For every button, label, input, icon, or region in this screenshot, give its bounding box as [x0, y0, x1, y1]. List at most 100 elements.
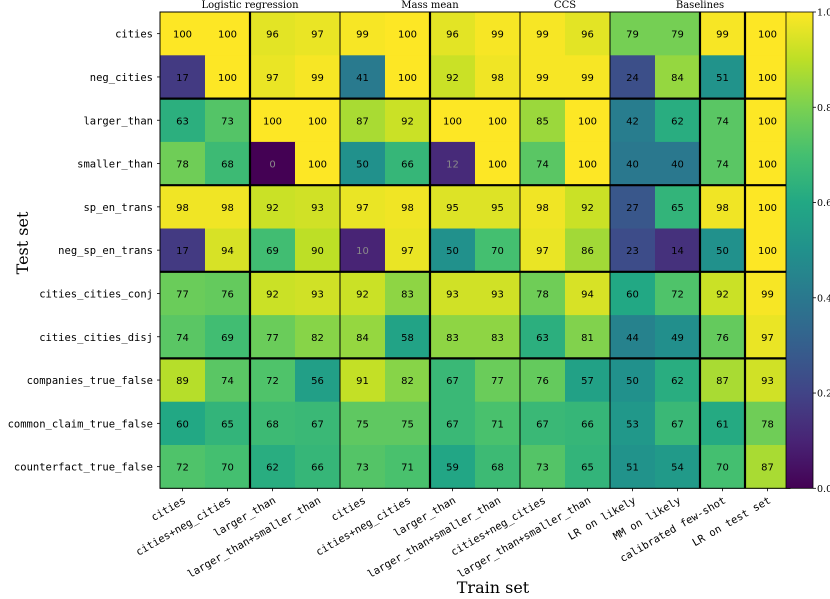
cell-value-label: 65: [671, 203, 684, 214]
x-tick-label: LR on test set: [690, 495, 773, 550]
heatmap-cell: [385, 315, 431, 359]
cell-value-label: 12: [446, 160, 459, 171]
cell-value-label: 100: [488, 116, 507, 127]
heatmap-cell: [160, 315, 206, 359]
cell-value-label: 98: [401, 203, 414, 214]
cell-value-label: 67: [671, 419, 684, 430]
heatmap-cell: [205, 185, 251, 229]
cell-value-label: 100: [308, 116, 327, 127]
heatmap-cell: [565, 445, 611, 489]
cell-value-label: 87: [716, 376, 729, 387]
heatmap-cell: [745, 141, 791, 186]
cell-value-label: 100: [758, 203, 777, 214]
heatmap-cell: [655, 55, 701, 100]
cell-value-label: 100: [758, 30, 777, 41]
heatmap-cell: [430, 12, 476, 56]
heatmap-cell: [250, 55, 296, 100]
cell-value-label: 59: [446, 463, 459, 474]
heatmap-cell: [700, 401, 746, 446]
cell-value-label: 56: [311, 376, 324, 387]
cell-value-label: 100: [758, 116, 777, 127]
panel-mass-mean: 99 100 96 99 41 100 92 98 87 92 100 100 50 66 12 100 97 9…: [339, 0, 521, 489]
cell-value-label: 71: [401, 463, 414, 474]
cell-value-label: 73: [356, 463, 369, 474]
heatmap-cell: [205, 315, 251, 359]
heatmap-cell: [205, 358, 251, 403]
heatmap-cell: [745, 185, 791, 229]
y-tick-label: sp_en_trans: [83, 202, 153, 214]
heatmap-cell: [340, 445, 386, 489]
cell-value-label: 83: [401, 289, 414, 300]
cell-value-label: 96: [266, 30, 279, 41]
cell-value-label: 100: [308, 160, 327, 171]
heatmap-cell: [520, 185, 566, 229]
heatmap-cell: [565, 228, 611, 273]
row-labels: cities neg_cities larger_than smaller_thans…: [8, 29, 160, 474]
heatmap-cell: [475, 98, 521, 143]
heatmap-cell: [250, 315, 296, 359]
heatmap-cell: [565, 271, 611, 316]
cell-value-label: 92: [266, 203, 279, 214]
heatmap-cell: [520, 141, 566, 186]
heatmap-cell: [565, 55, 611, 100]
column-labels: citiescities+neg_citieslarger_thanlarger…: [134, 488, 773, 581]
heatmap-cell: [340, 271, 386, 316]
heatmap-cell: [340, 98, 386, 143]
cell-value-label: 73: [221, 116, 234, 127]
cell-value-label: 86: [581, 246, 594, 257]
heatmap-cell: [700, 98, 746, 143]
panel-ccs: 99 96 99 99 85 100 74 100 98 92 97 86 78 94 63 81 76 57 67…: [519, 0, 611, 489]
colorbar-tick-label: 0.4: [817, 293, 830, 304]
heatmap-cell: [745, 315, 791, 359]
heatmap-cell: [385, 271, 431, 316]
heatmap-cell: [700, 445, 746, 489]
heatmap-cell: [475, 315, 521, 359]
heatmap-cell: [160, 271, 206, 316]
heatmap-cell: [565, 401, 611, 446]
cell-value-label: 100: [758, 73, 777, 84]
y-tick-label: cities: [115, 29, 153, 41]
heatmap-cell: [610, 185, 656, 229]
heatmap-cell: [340, 315, 386, 359]
cell-value-label: 100: [398, 30, 417, 41]
heatmap-cell: [295, 228, 341, 273]
cell-value-label: 100: [398, 73, 417, 84]
heatmap-cell: [340, 12, 386, 56]
cell-value-label: 94: [221, 246, 234, 257]
heatmap-cell: [385, 141, 431, 186]
heatmap-cell: [430, 445, 476, 489]
cell-value-label: 99: [356, 30, 369, 41]
panel-title: Logistic regression: [201, 0, 299, 11]
cell-value-label: 96: [446, 30, 459, 41]
heatmap-cell: [610, 98, 656, 143]
cell-value-label: 82: [401, 376, 414, 387]
heatmap-cell: [250, 185, 296, 229]
panel-baselines: 79 79 99 100 24 84 51 100 42 62 74 100 40 40 74 100 27 65…: [609, 0, 791, 489]
colorbar-bar: [785, 11, 814, 489]
heatmap-cell: [430, 358, 476, 403]
cell-value-label: 98: [221, 203, 234, 214]
cell-value-label: 69: [221, 333, 234, 344]
cell-value-label: 70: [491, 246, 504, 257]
cell-value-label: 98: [176, 203, 189, 214]
cell-value-label: 92: [446, 73, 459, 84]
cell-value-label: 70: [716, 463, 729, 474]
heatmap-cell: [295, 315, 341, 359]
cell-value-label: 62: [671, 116, 684, 127]
cell-value-label: 73: [536, 463, 549, 474]
cell-value-label: 50: [716, 246, 729, 257]
cell-value-label: 74: [221, 376, 234, 387]
cell-value-label: 70: [221, 463, 234, 474]
heatmap-cell: [430, 141, 476, 186]
cell-value-label: 40: [626, 160, 639, 171]
heatmap-cell: [520, 98, 566, 143]
cell-value-label: 98: [491, 73, 504, 84]
cell-value-label: 60: [626, 289, 639, 300]
cell-value-label: 76: [221, 289, 234, 300]
cell-value-label: 67: [311, 419, 324, 430]
cell-value-label: 89: [176, 376, 189, 387]
heatmap-cell: [565, 315, 611, 359]
heatmap-cell: [340, 55, 386, 100]
cell-value-label: 68: [266, 419, 279, 430]
heatmap-cell: [655, 141, 701, 186]
